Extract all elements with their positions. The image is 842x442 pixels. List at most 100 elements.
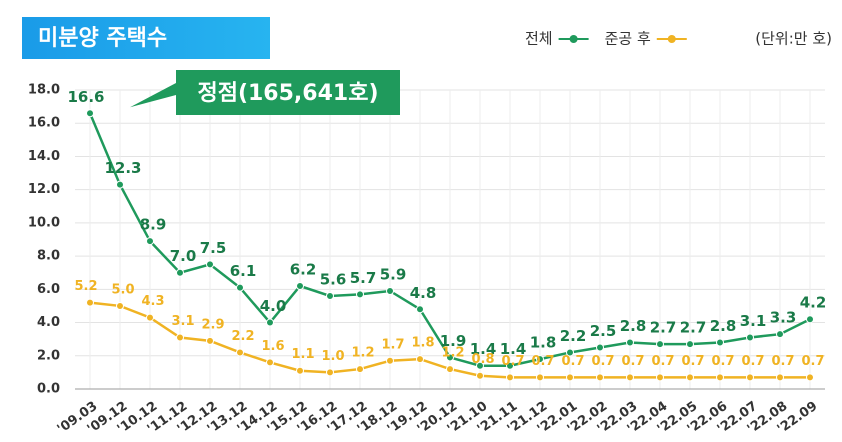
legend-label: 준공 후 [605, 30, 651, 48]
point [746, 373, 754, 382]
point [416, 305, 424, 314]
data-label: 6.2 [290, 261, 317, 279]
data-label: 2.2 [560, 327, 587, 345]
point [386, 356, 394, 365]
data-label: 3.3 [770, 309, 797, 327]
point [596, 373, 604, 382]
data-label: 1.0 [321, 349, 344, 364]
data-label: 16.6 [67, 88, 104, 106]
point [146, 237, 154, 246]
point [416, 355, 424, 364]
data-label: 2.8 [620, 317, 647, 335]
data-label: 6.1 [230, 262, 257, 280]
data-label: 1.4 [500, 340, 527, 358]
point [776, 373, 784, 382]
data-label: 5.6 [320, 270, 347, 288]
y-tick-label: 2.0 [37, 348, 60, 363]
point [476, 371, 484, 380]
point [686, 373, 694, 382]
data-label: 2.5 [590, 322, 617, 340]
point [626, 373, 634, 382]
data-label: 0.7 [711, 354, 734, 369]
point [296, 282, 304, 291]
annotation: 정점(165,641호) [197, 81, 378, 106]
point [116, 180, 124, 189]
data-label: 0.7 [621, 354, 644, 369]
data-label: 2.7 [680, 319, 707, 337]
point [296, 366, 304, 375]
y-tick-label: 4.0 [37, 315, 60, 330]
data-label: 8.9 [140, 216, 167, 234]
data-label: 0.7 [801, 354, 824, 369]
point [326, 291, 334, 300]
point [566, 348, 574, 357]
point [776, 330, 784, 339]
data-label: 7.0 [170, 247, 197, 265]
y-tick-label: 8.0 [37, 249, 60, 264]
data-label: 1.2 [351, 346, 374, 361]
point [506, 373, 514, 382]
data-label: 3.1 [171, 314, 194, 329]
point [566, 373, 574, 382]
point [716, 338, 724, 347]
point [266, 318, 274, 327]
data-label: 1.8 [530, 334, 557, 352]
data-label: 12.3 [104, 159, 141, 177]
point [656, 340, 664, 349]
data-label: 1.9 [440, 332, 467, 350]
point [806, 373, 814, 382]
point [356, 365, 364, 374]
data-label: 1.8 [411, 336, 434, 351]
data-label: 1.1 [291, 347, 314, 362]
unit-label: (단위:만 호) [755, 30, 832, 48]
data-label: 2.2 [231, 329, 254, 344]
point [236, 283, 244, 292]
point [176, 268, 184, 277]
y-tick-label: 14.0 [28, 149, 60, 164]
data-label: 0.7 [531, 354, 554, 369]
point [746, 333, 754, 342]
data-label: 1.6 [261, 339, 284, 354]
data-label: 4.0 [260, 297, 287, 315]
data-label: 5.0 [111, 282, 134, 297]
data-label: 4.8 [410, 284, 437, 302]
data-label: 2.7 [650, 319, 677, 337]
point [386, 286, 394, 295]
data-label: 0.7 [651, 354, 674, 369]
point [266, 358, 274, 367]
point [626, 338, 634, 347]
point [176, 333, 184, 342]
data-label: 0.7 [591, 354, 614, 369]
legend-marker [667, 35, 676, 43]
point [476, 361, 484, 370]
point [86, 298, 94, 307]
chart-title: 미분양 주택수 [38, 26, 167, 51]
point [446, 365, 454, 374]
point [86, 109, 94, 118]
point [536, 355, 544, 364]
point [146, 313, 154, 322]
data-label: 5.7 [350, 269, 377, 287]
point [536, 373, 544, 382]
data-label: 0.7 [561, 354, 584, 369]
point [356, 290, 364, 299]
data-label: 0.7 [501, 354, 524, 369]
point [116, 301, 124, 310]
point [596, 343, 604, 352]
data-label: 2.8 [710, 317, 737, 335]
y-tick-label: 0.0 [37, 382, 60, 397]
point [446, 353, 454, 362]
data-label: 0.7 [681, 354, 704, 369]
data-label: 0.7 [771, 354, 794, 369]
y-tick-label: 10.0 [28, 215, 60, 230]
y-tick-label: 6.0 [37, 282, 60, 297]
data-label: 0.7 [741, 354, 764, 369]
legend-marker [569, 35, 578, 43]
data-label: 3.1 [740, 312, 767, 330]
title-box [22, 17, 270, 59]
y-tick-label: 12.0 [28, 182, 60, 197]
y-tick-label: 18.0 [28, 83, 60, 98]
data-label: 0.8 [471, 352, 494, 367]
point [716, 373, 724, 382]
